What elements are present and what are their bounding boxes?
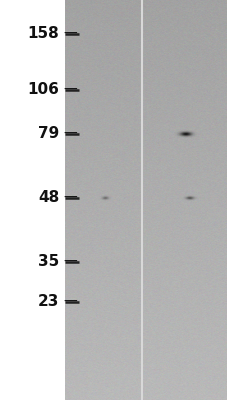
Text: —: — bbox=[64, 83, 77, 97]
Text: —: — bbox=[64, 191, 77, 205]
Text: —: — bbox=[64, 295, 77, 309]
Text: —: — bbox=[64, 255, 77, 269]
Text: —: — bbox=[64, 127, 77, 141]
Text: 158: 158 bbox=[27, 26, 59, 42]
Text: 48: 48 bbox=[38, 190, 59, 206]
Text: 79: 79 bbox=[38, 126, 59, 142]
Text: —: — bbox=[64, 27, 77, 41]
Text: 106: 106 bbox=[27, 82, 59, 98]
Text: 23: 23 bbox=[38, 294, 59, 310]
Text: 35: 35 bbox=[38, 254, 59, 270]
